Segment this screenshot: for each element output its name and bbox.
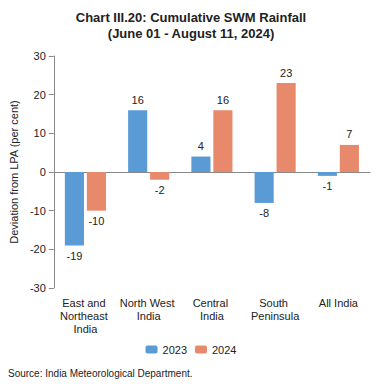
- svg-text:Chart III.20: Cumulative SWM R: Chart III.20: Cumulative SWM Rainfall: [76, 10, 306, 25]
- svg-text:16: 16: [132, 94, 144, 106]
- svg-text:Peninsula: Peninsula: [251, 310, 300, 322]
- svg-text:-20: -20: [30, 243, 46, 255]
- svg-text:2023: 2023: [163, 344, 187, 356]
- svg-text:Northeast: Northeast: [60, 310, 111, 322]
- svg-text:2024: 2024: [212, 344, 236, 356]
- svg-text:7: 7: [346, 128, 352, 140]
- svg-text:(June 01 - August 11, 2024): (June 01 - August 11, 2024): [108, 26, 274, 41]
- svg-text:India: India: [137, 310, 162, 322]
- svg-text:-2: -2: [155, 184, 165, 196]
- svg-text:20: 20: [34, 89, 46, 101]
- svg-text:0: 0: [40, 166, 46, 178]
- svg-text:23: 23: [280, 67, 292, 79]
- svg-text:India: India: [200, 310, 225, 322]
- svg-text:-30: -30: [30, 282, 46, 294]
- svg-text:30: 30: [34, 50, 46, 62]
- svg-text:East and: East and: [62, 297, 108, 309]
- svg-text:4: 4: [198, 140, 204, 152]
- svg-text:10: 10: [34, 127, 46, 139]
- svg-text:-10: -10: [30, 205, 46, 217]
- svg-text:-8: -8: [259, 207, 269, 219]
- svg-text:India: India: [73, 323, 98, 335]
- svg-text:-19: -19: [66, 250, 82, 262]
- svg-text:-1: -1: [322, 180, 332, 192]
- svg-text:Central: Central: [193, 297, 232, 309]
- svg-text:North West: North West: [120, 297, 178, 309]
- svg-text:Source: India Meteorological D: Source: India Meteorological Department.: [8, 368, 193, 379]
- svg-text:All India: All India: [319, 297, 359, 309]
- svg-text:-10: -10: [88, 215, 104, 227]
- svg-text:16: 16: [217, 94, 229, 106]
- svg-text:Deviation from LPA (per cent): Deviation from LPA (per cent): [8, 100, 20, 243]
- svg-text:South: South: [259, 297, 291, 309]
